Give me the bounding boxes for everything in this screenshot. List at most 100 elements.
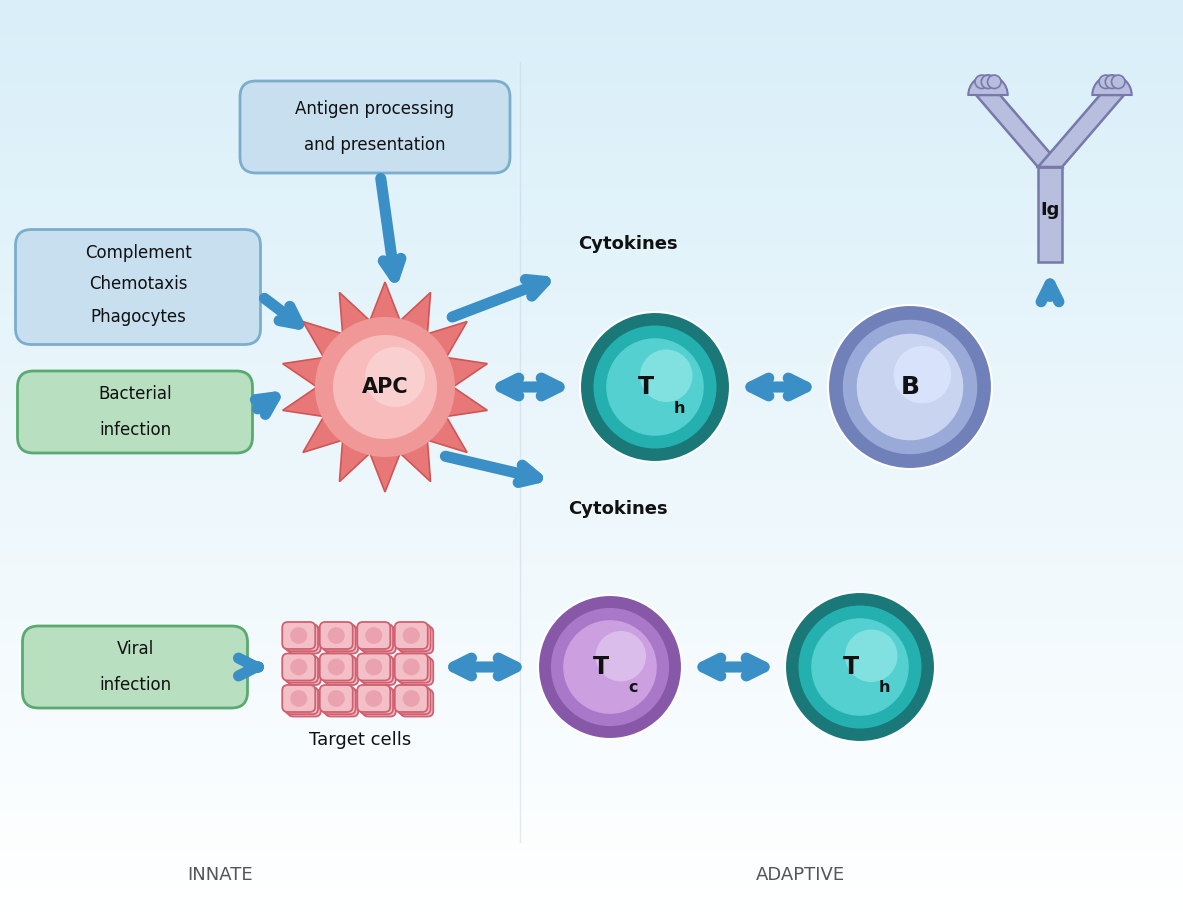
Bar: [0, 516, 1183, 520]
Bar: [0, 208, 1183, 211]
Bar: [0, 245, 1183, 248]
Text: and presentation: and presentation: [304, 136, 446, 154]
Bar: [0, 764, 1183, 768]
Bar: [0, 138, 1183, 140]
Circle shape: [366, 347, 425, 407]
FancyBboxPatch shape: [325, 690, 358, 716]
Polygon shape: [1037, 95, 1124, 167]
Bar: [0, 385, 1183, 388]
Bar: [0, 825, 1183, 828]
Bar: [0, 672, 1183, 676]
Bar: [0, 195, 1183, 199]
FancyBboxPatch shape: [319, 654, 353, 680]
Wedge shape: [969, 75, 1008, 95]
Bar: [0, 706, 1183, 709]
Bar: [0, 315, 1183, 318]
Bar: [0, 722, 1183, 724]
Bar: [0, 746, 1183, 749]
Bar: [0, 447, 1183, 449]
Bar: [0, 183, 1183, 186]
Bar: [0, 410, 1183, 413]
Bar: [0, 734, 1183, 736]
Bar: [0, 342, 1183, 346]
Bar: [0, 101, 1183, 104]
Ellipse shape: [334, 695, 350, 712]
Bar: [0, 46, 1183, 49]
Bar: [0, 236, 1183, 238]
Ellipse shape: [334, 632, 350, 648]
Bar: [0, 269, 1183, 272]
Bar: [0, 709, 1183, 713]
FancyBboxPatch shape: [357, 654, 390, 680]
Bar: [0, 770, 1183, 773]
Text: Viral: Viral: [116, 640, 154, 658]
Ellipse shape: [406, 692, 422, 709]
Bar: [0, 92, 1183, 94]
Bar: [0, 791, 1183, 795]
FancyBboxPatch shape: [360, 687, 393, 714]
Bar: [0, 550, 1183, 553]
FancyBboxPatch shape: [323, 656, 356, 682]
Bar: [0, 612, 1183, 614]
Bar: [0, 504, 1183, 507]
Bar: [0, 266, 1183, 269]
Bar: [0, 571, 1183, 575]
Bar: [0, 3, 1183, 6]
Bar: [0, 214, 1183, 217]
Bar: [0, 593, 1183, 596]
Bar: [0, 755, 1183, 758]
Text: T: T: [843, 655, 859, 679]
Ellipse shape: [370, 695, 388, 712]
Bar: [0, 580, 1183, 584]
Ellipse shape: [290, 658, 308, 675]
Ellipse shape: [296, 663, 312, 679]
Bar: [0, 73, 1183, 76]
Bar: [0, 376, 1183, 379]
Bar: [0, 379, 1183, 382]
Bar: [0, 724, 1183, 727]
Circle shape: [538, 595, 683, 739]
Bar: [0, 642, 1183, 645]
Bar: [0, 339, 1183, 342]
Circle shape: [595, 631, 646, 681]
Bar: [0, 260, 1183, 263]
Bar: [0, 220, 1183, 223]
Bar: [0, 358, 1183, 360]
Text: infection: infection: [99, 421, 172, 439]
Bar: [0, 859, 1183, 862]
Bar: [0, 844, 1183, 846]
Bar: [0, 12, 1183, 16]
Circle shape: [828, 305, 993, 469]
Bar: [0, 119, 1183, 122]
Text: B: B: [900, 375, 919, 399]
Bar: [0, 599, 1183, 602]
Bar: [0, 204, 1183, 208]
Bar: [0, 578, 1183, 580]
Ellipse shape: [293, 692, 310, 709]
Bar: [0, 181, 1183, 183]
Bar: [0, 758, 1183, 761]
FancyBboxPatch shape: [285, 624, 318, 651]
FancyBboxPatch shape: [397, 687, 431, 714]
Bar: [0, 853, 1183, 856]
Bar: [0, 697, 1183, 700]
FancyBboxPatch shape: [400, 658, 433, 685]
FancyBboxPatch shape: [283, 654, 315, 680]
Bar: [0, 305, 1183, 309]
Bar: [0, 364, 1183, 367]
Bar: [0, 621, 1183, 624]
Bar: [0, 456, 1183, 458]
Bar: [0, 293, 1183, 296]
Text: Ig: Ig: [1040, 201, 1060, 218]
FancyBboxPatch shape: [283, 685, 315, 712]
Circle shape: [606, 338, 704, 436]
Ellipse shape: [402, 658, 420, 675]
FancyBboxPatch shape: [325, 658, 358, 685]
Bar: [0, 541, 1183, 544]
Bar: [0, 107, 1183, 110]
Bar: [0, 337, 1183, 339]
FancyBboxPatch shape: [15, 229, 260, 345]
Circle shape: [988, 75, 1001, 89]
Bar: [0, 333, 1183, 337]
Polygon shape: [976, 95, 1062, 167]
